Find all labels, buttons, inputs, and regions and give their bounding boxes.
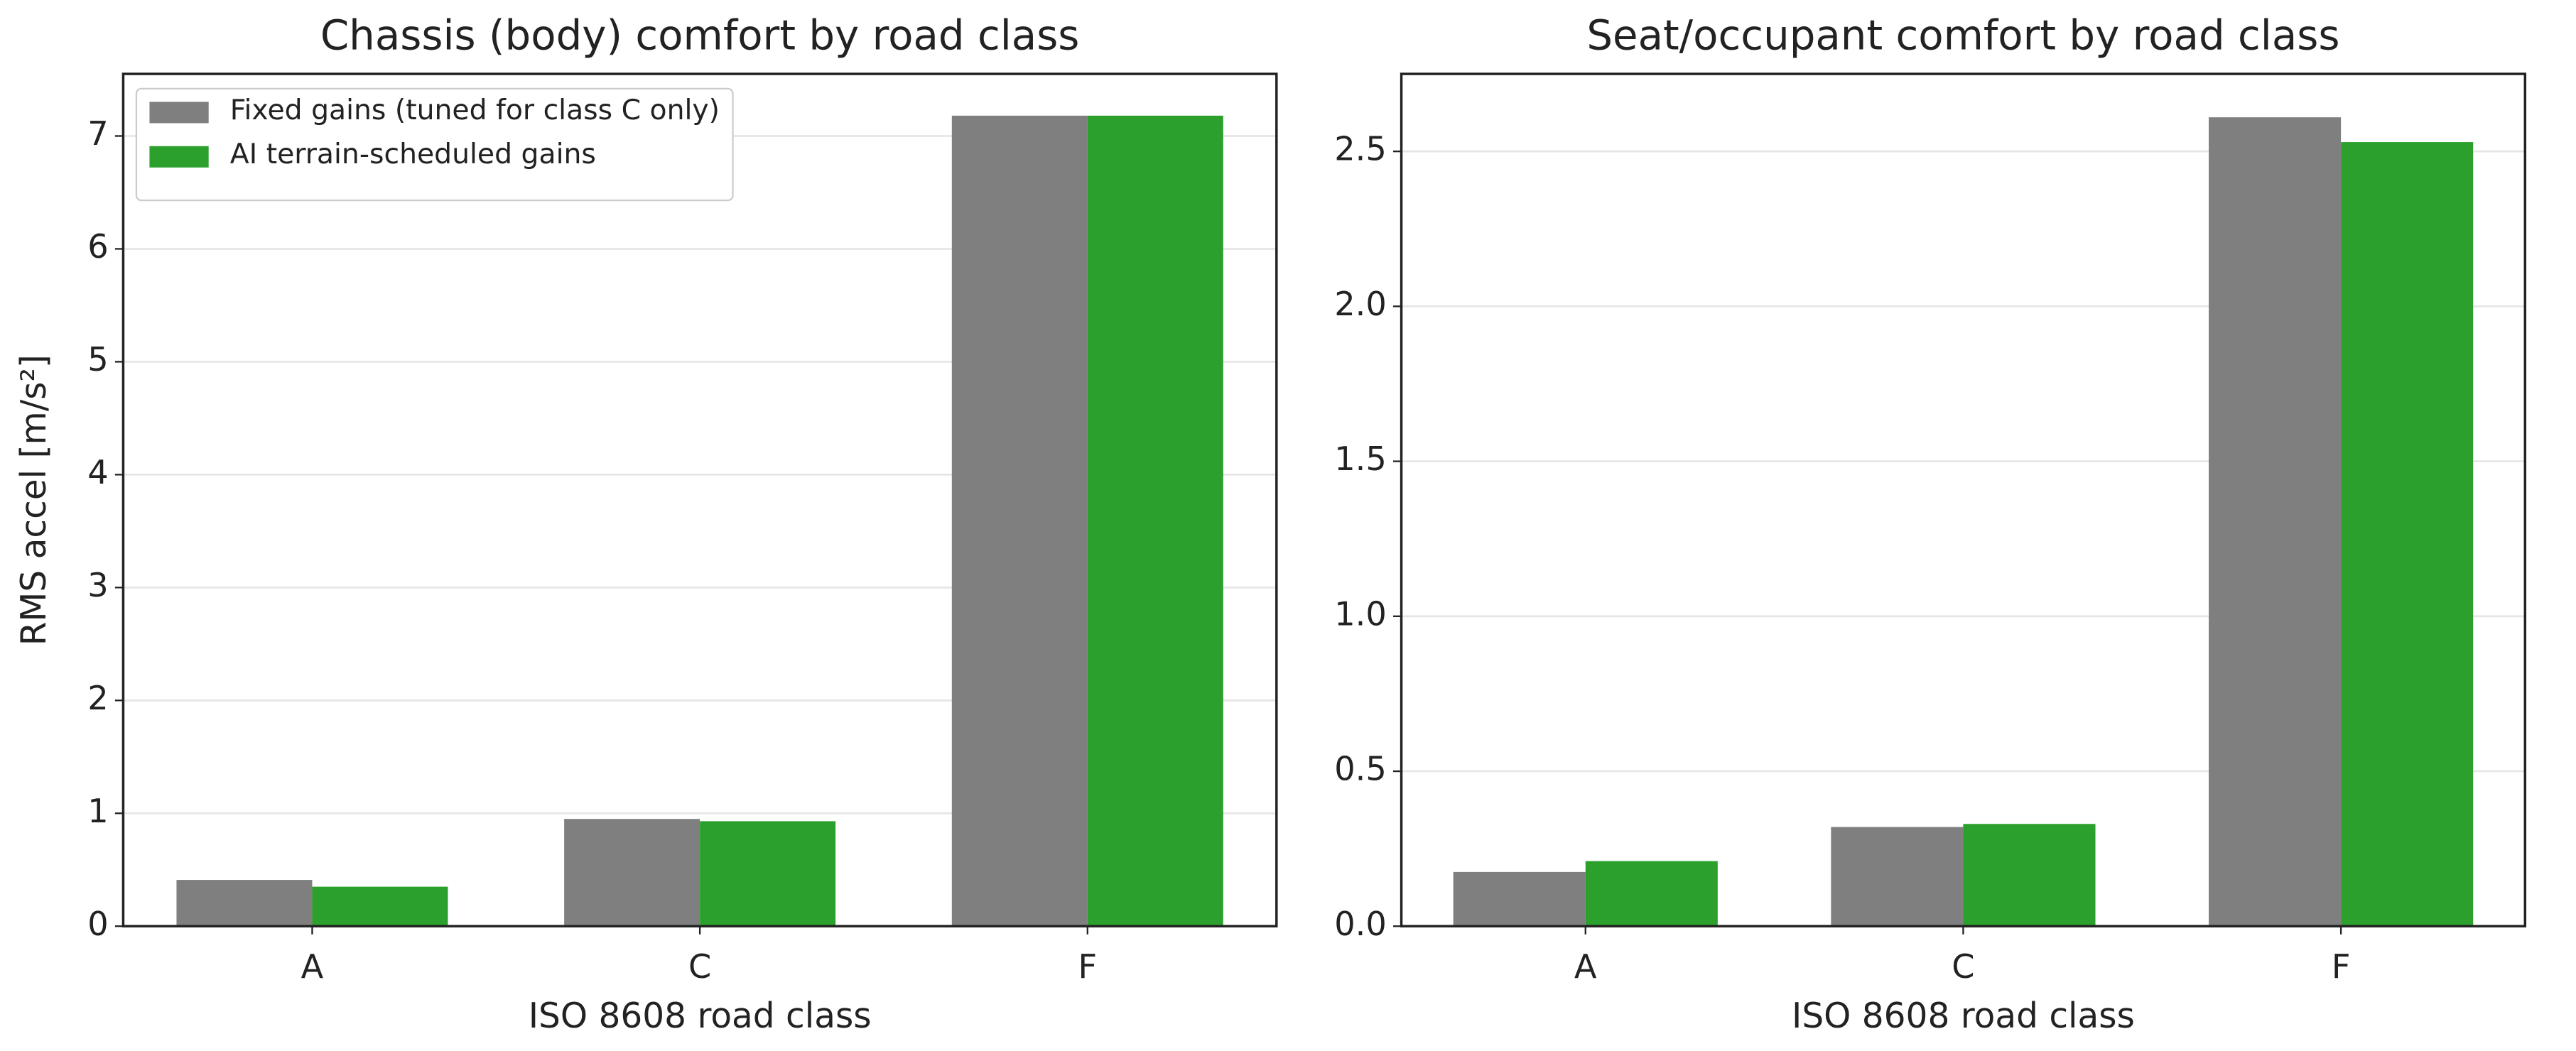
y-tick-label: 3: [87, 566, 108, 604]
axes-frame: [121, 72, 1278, 927]
y-tick-label: 2.0: [1334, 285, 1387, 323]
axes-frame: [1400, 72, 2527, 927]
chart: Chassis (body) comfort by road class 0 1 2 3…: [14, 11, 1278, 1036]
bar: [312, 886, 448, 927]
legend-swatch: [149, 102, 209, 124]
y-tick-label: 5: [87, 340, 108, 379]
legend-label: Fixed gains (tuned for class C only): [230, 94, 720, 126]
bar: [2341, 142, 2474, 927]
bar: [1963, 824, 2096, 927]
x-tick-label: F: [2332, 947, 2351, 986]
bar: [1831, 827, 1964, 927]
x-tick-label: A: [1574, 947, 1597, 986]
x-tick-label: C: [688, 947, 711, 986]
bar: [1453, 871, 1586, 927]
x-axis-label: ISO 8608 road class: [1792, 996, 2135, 1036]
y-tick-label: 0: [87, 905, 108, 943]
x-tick-label: A: [301, 947, 324, 986]
bar: [1585, 861, 1718, 927]
y-axis-label: RMS accel [m/s²]: [14, 354, 54, 646]
y-tick-label: 2.5: [1334, 130, 1387, 168]
x-axis-label: ISO 8608 road class: [529, 996, 872, 1036]
x-tick-label: C: [1952, 947, 1974, 986]
bar: [951, 115, 1088, 927]
bar: [1087, 115, 1223, 927]
bar: [564, 819, 700, 927]
y-tick-label: 0.0: [1334, 905, 1387, 943]
bar: [2209, 117, 2342, 927]
y-tick-label: 1.0: [1334, 594, 1387, 633]
chart-title: Chassis (body) comfort by road class: [320, 11, 1080, 59]
legend: Fixed gains (tuned for class C only) AI t…: [135, 87, 734, 202]
chart: Seat/occupant comfort by road class 0.0 0.…: [1334, 11, 2527, 1036]
bar: [176, 880, 313, 927]
legend-frame: [135, 87, 734, 202]
y-tick-label: 2: [87, 679, 108, 717]
y-tick-label: 0.5: [1334, 750, 1387, 788]
y-tick-label: 4: [87, 453, 108, 491]
y-tick-label: 1: [87, 792, 108, 830]
y-tick-label: 6: [87, 227, 108, 266]
y-tick-label: 1.5: [1334, 440, 1387, 478]
bar: [700, 821, 836, 927]
legend-swatch: [149, 146, 209, 168]
chart-title: Seat/occupant comfort by road class: [1586, 11, 2339, 59]
legend-label: AI terrain-scheduled gains: [230, 138, 596, 170]
y-tick-label: 7: [87, 114, 108, 153]
x-tick-label: F: [1078, 947, 1097, 986]
